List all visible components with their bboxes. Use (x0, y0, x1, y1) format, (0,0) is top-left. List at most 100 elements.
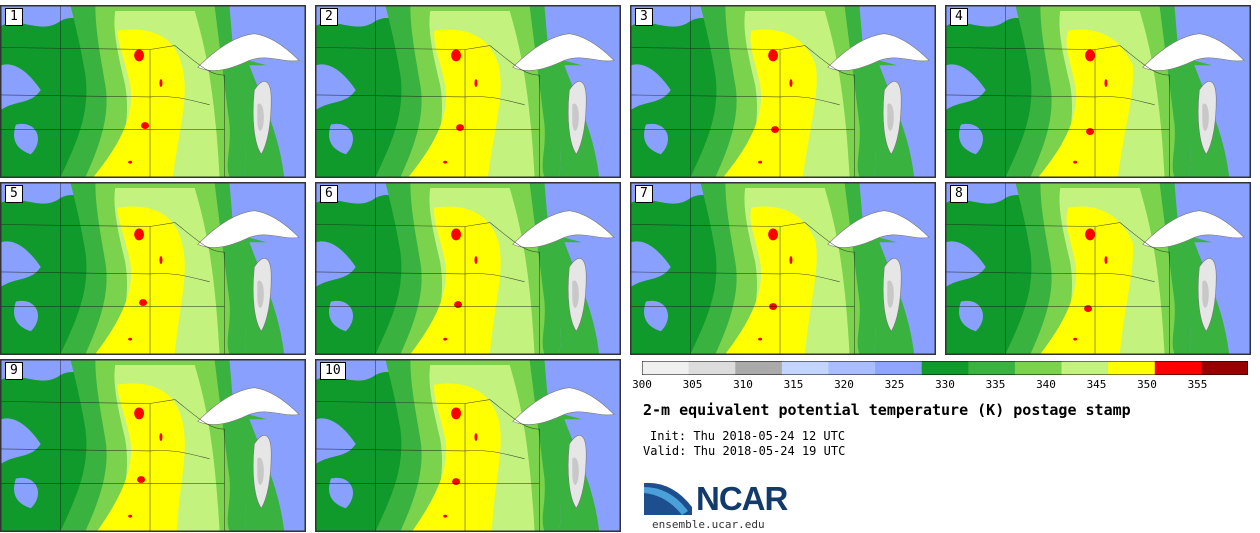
colorbar-bin (1154, 361, 1202, 375)
ensemble-member-panel-10[interactable]: 10 (315, 359, 621, 532)
red-spot (451, 49, 462, 62)
map-6 (316, 183, 620, 354)
panel-number-label: 2 (320, 8, 338, 26)
colorbar-tick-label: 320 (834, 378, 854, 391)
ensemble-member-panel-4[interactable]: 4 (945, 5, 1251, 178)
ensemble-member-panel-6[interactable]: 6 (315, 182, 621, 355)
map-1 (1, 6, 305, 177)
map-2 (316, 6, 620, 177)
red-spot (159, 79, 163, 88)
red-spot (452, 478, 461, 486)
panel-number-label: 6 (320, 185, 338, 203)
figure-title: 2-m equivalent potential temperature (K)… (643, 401, 1131, 419)
red-spot (1086, 128, 1095, 135)
red-spot (137, 476, 146, 484)
red-spot (128, 160, 133, 164)
panel-number-label: 4 (950, 8, 968, 26)
red-spot (139, 299, 148, 307)
colorbar-bin (968, 361, 1016, 375)
red-spot (474, 79, 478, 88)
red-spot (474, 433, 478, 442)
red-spot (758, 337, 763, 341)
colorbar-bin (921, 361, 969, 375)
red-spot (141, 122, 150, 130)
colorbar-bin (1108, 361, 1156, 375)
red-spot (134, 407, 145, 420)
ensemble-member-panel-1[interactable]: 1 (0, 5, 306, 178)
red-spot (443, 514, 448, 518)
colorbar (642, 361, 1248, 375)
ncar-logo-text: NCAR (696, 480, 788, 517)
map-8 (946, 183, 1250, 354)
colorbar-bin (1014, 361, 1063, 375)
panel-number-label: 1 (5, 8, 23, 26)
panel-number-label: 9 (5, 362, 23, 380)
colorbar-bin (642, 361, 690, 375)
red-spot (134, 228, 145, 241)
ensemble-member-panel-3[interactable]: 3 (630, 5, 936, 178)
red-spot (789, 79, 793, 88)
site-url[interactable]: ensemble.ucar.edu (652, 518, 765, 531)
panel-number-label: 7 (635, 185, 653, 203)
ensemble-member-panel-7[interactable]: 7 (630, 182, 936, 355)
colorbar-tick-label: 350 (1137, 378, 1157, 391)
colorbar-bin (1061, 361, 1109, 375)
colorbar-bin (688, 361, 736, 375)
red-spot (768, 228, 779, 241)
red-spot (128, 337, 133, 341)
map-10 (316, 360, 620, 531)
ncar-logo-icon (644, 482, 692, 515)
red-spot (443, 160, 448, 164)
panel-number-label: 8 (950, 185, 968, 203)
red-spot (134, 49, 145, 62)
red-spot (1073, 337, 1078, 341)
red-spot (474, 256, 478, 265)
red-spot (1084, 305, 1093, 312)
init-time: Init: Thu 2018-05-24 12 UTC (650, 429, 846, 443)
colorbar-tick-label: 300 (632, 378, 652, 391)
red-spot (443, 337, 448, 341)
panel-number-label: 3 (635, 8, 653, 26)
red-spot (456, 124, 465, 132)
red-spot (454, 301, 463, 309)
panel-number-label: 5 (5, 185, 23, 203)
map-4 (946, 6, 1250, 177)
red-spot (451, 407, 462, 420)
red-spot (768, 49, 779, 62)
ensemble-member-panel-2[interactable]: 2 (315, 5, 621, 178)
red-spot (789, 256, 793, 265)
colorbar-tick-label: 330 (935, 378, 955, 391)
colorbar-tick-label: 345 (1086, 378, 1107, 391)
red-spot (159, 433, 163, 442)
red-spot (1104, 79, 1108, 88)
map-9 (1, 360, 305, 531)
colorbar-tick-label: 310 (733, 378, 753, 391)
panel-number-label: 10 (320, 362, 346, 380)
colorbar-tick-label: 315 (783, 378, 804, 391)
red-spot (1085, 228, 1096, 241)
ensemble-member-panel-8[interactable]: 8 (945, 182, 1251, 355)
red-spot (451, 228, 462, 241)
ensemble-member-panel-5[interactable]: 5 (0, 182, 306, 355)
red-spot (159, 256, 163, 265)
colorbar-tick-label: 305 (682, 378, 703, 391)
red-spot (128, 514, 133, 518)
colorbar-bin (828, 361, 876, 375)
ensemble-member-panel-9[interactable]: 9 (0, 359, 306, 532)
colorbar-tick-label: 325 (884, 378, 905, 391)
red-spot (758, 160, 763, 164)
colorbar-tick-label: 335 (985, 378, 1006, 391)
red-spot (1085, 49, 1096, 62)
colorbar-bin (781, 361, 829, 375)
red-spot (1073, 160, 1078, 164)
colorbar-bin (875, 361, 923, 375)
colorbar-bin (1201, 361, 1248, 375)
map-5 (1, 183, 305, 354)
map-3 (631, 6, 935, 177)
red-spot (1104, 256, 1108, 265)
valid-time: Valid: Thu 2018-05-24 19 UTC (643, 444, 846, 458)
colorbar-bin (735, 361, 783, 375)
colorbar-tick-label: 355 (1187, 378, 1208, 391)
colorbar-tick-label: 340 (1036, 378, 1056, 391)
map-7 (631, 183, 935, 354)
